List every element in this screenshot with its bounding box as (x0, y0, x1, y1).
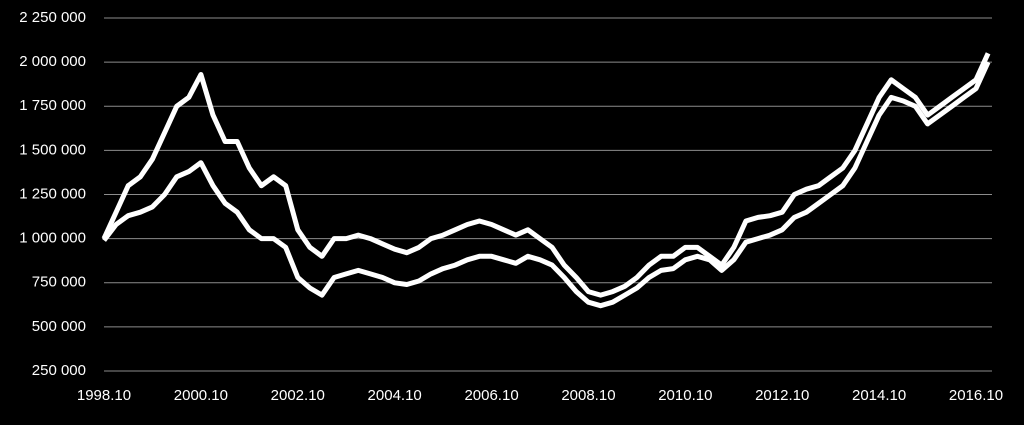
y-tick-label: 750 000 (32, 274, 86, 291)
y-tick-label: 1 750 000 (19, 97, 86, 114)
y-tick-label: 250 000 (32, 362, 86, 379)
x-tick-label: 2014.10 (852, 387, 906, 404)
x-tick-label: 2008.10 (561, 387, 615, 404)
y-tick-label: 1 000 000 (19, 230, 86, 247)
x-tick-label: 2016.10 (949, 387, 1003, 404)
x-tick-label: 2004.10 (368, 387, 422, 404)
x-tick-label: 2010.10 (658, 387, 712, 404)
series-line (101, 52, 991, 298)
y-tick-label: 500 000 (32, 318, 86, 335)
y-tick-label: 2 250 000 (19, 9, 86, 26)
y-tick-label: 1 250 000 (19, 185, 86, 202)
series-line (102, 61, 991, 309)
x-tick-label: 1998.10 (77, 387, 131, 404)
x-tick-label: 2000.10 (174, 387, 228, 404)
x-tick-label: 2006.10 (464, 387, 518, 404)
y-tick-label: 1 500 000 (19, 141, 86, 158)
x-tick-label: 2012.10 (755, 387, 809, 404)
x-tick-label: 2002.10 (271, 387, 325, 404)
y-tick-label: 2 000 000 (19, 53, 86, 70)
